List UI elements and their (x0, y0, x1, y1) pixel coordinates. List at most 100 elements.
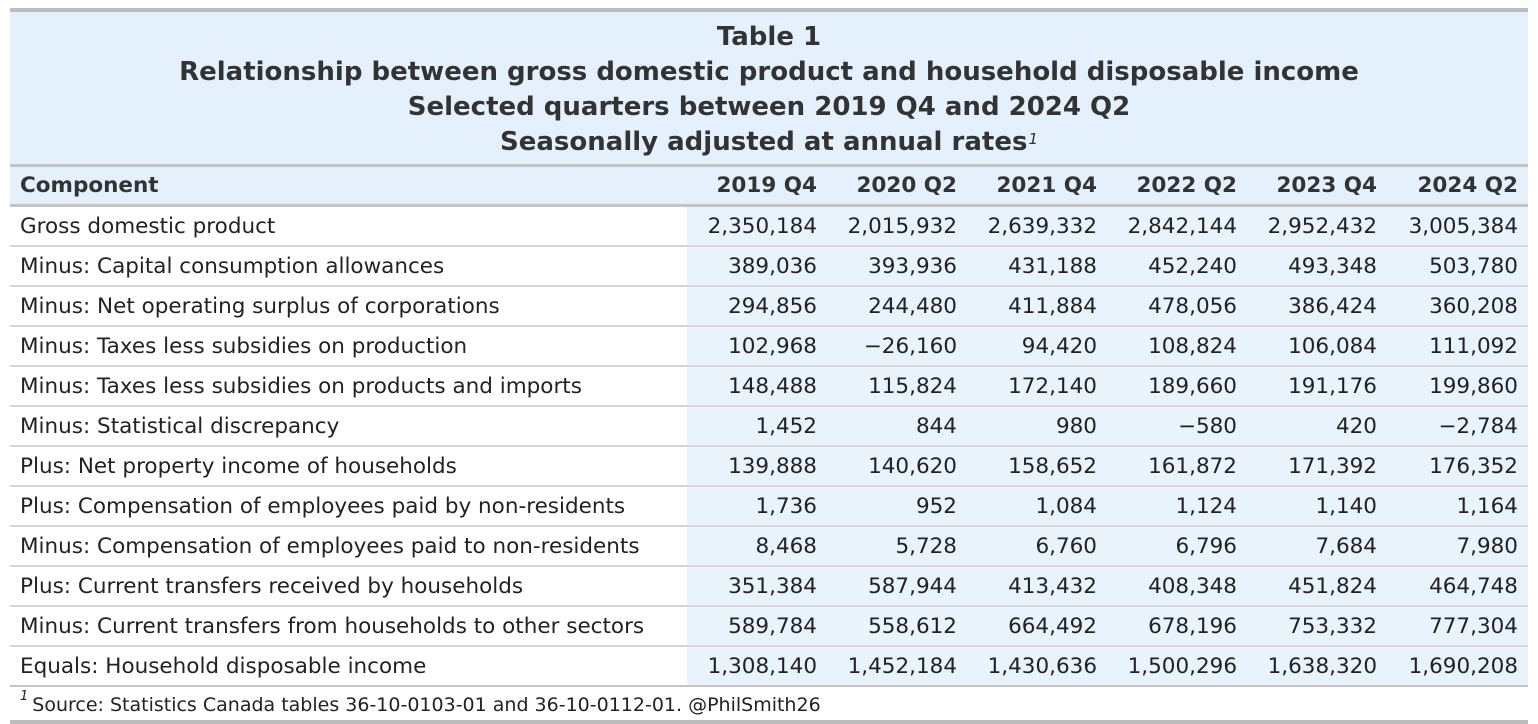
footnote: 1 Source: Statistics Canada tables 36-10-… (10, 687, 1528, 720)
row-label: Plus: Current transfers received by hous… (10, 566, 687, 607)
title-block: Table 1 Relationship between gross domes… (10, 12, 1528, 164)
value-cell: 493,348 (1247, 246, 1387, 287)
row-label: Minus: Net operating surplus of corporat… (10, 286, 687, 327)
value-cell: 3,005,384 (1387, 205, 1528, 247)
value-cell: 464,748 (1387, 566, 1528, 607)
value-cell: 452,240 (1107, 246, 1247, 287)
table-row: Equals: Household disposable income 1,308… (10, 646, 1528, 687)
value-cell: −26,160 (827, 326, 967, 367)
table-frame: Table 1 Relationship between gross domes… (10, 8, 1528, 724)
column-header-period: 2019 Q4 (687, 167, 827, 207)
table-row: Minus: Statistical discrepancy 1,452 844 98… (10, 406, 1528, 447)
value-cell: 360,208 (1387, 286, 1528, 327)
value-cell: 478,056 (1107, 286, 1247, 327)
value-cell: 589,784 (687, 606, 827, 647)
value-cell: 408,348 (1107, 566, 1247, 607)
value-cell: 393,936 (827, 246, 967, 287)
data-table: Component 2019 Q4 2020 Q2 2021 Q4 2022 Q2 202… (10, 167, 1528, 687)
value-cell: 111,092 (1387, 326, 1528, 367)
value-cell: 106,084 (1247, 326, 1387, 367)
value-cell: 191,176 (1247, 366, 1387, 407)
row-label: Plus: Compensation of employees paid by … (10, 486, 687, 527)
value-cell: −2,784 (1387, 406, 1528, 447)
value-cell: 294,856 (687, 286, 827, 327)
value-cell: 1,430,636 (967, 646, 1107, 687)
value-cell: 587,944 (827, 566, 967, 607)
value-cell: 1,140 (1247, 486, 1387, 527)
value-cell: 420 (1247, 406, 1387, 447)
column-header-period: 2022 Q2 (1107, 167, 1247, 207)
top-rule (10, 8, 1528, 12)
value-cell: −580 (1107, 406, 1247, 447)
value-cell: 140,620 (827, 446, 967, 487)
column-header-period: 2020 Q2 (827, 167, 967, 207)
value-cell: 199,860 (1387, 366, 1528, 407)
column-header-period: 2023 Q4 (1247, 167, 1387, 207)
value-cell: 108,824 (1107, 326, 1247, 367)
table-row: Minus: Taxes less subsidies on products … (10, 366, 1528, 407)
value-cell: 244,480 (827, 286, 967, 327)
table-title: Relationship between gross domestic prod… (179, 57, 1359, 87)
row-label: Gross domestic product (10, 205, 687, 247)
bottom-rule (10, 720, 1528, 724)
adjustment-text: Seasonally adjusted at annual rates (500, 127, 1028, 157)
value-cell: 351,384 (687, 566, 827, 607)
table-header: Component 2019 Q4 2020 Q2 2021 Q4 2022 Q2 202… (10, 167, 1528, 207)
value-cell: 189,660 (1107, 366, 1247, 407)
row-label: Plus: Net property income of households (10, 446, 687, 487)
value-cell: 431,188 (967, 246, 1107, 287)
value-cell: 1,452 (687, 406, 827, 447)
value-cell: 6,760 (967, 526, 1107, 567)
column-header-period: 2021 Q4 (967, 167, 1107, 207)
row-label: Equals: Household disposable income (10, 646, 687, 687)
table-row: Minus: Net operating surplus of corporat… (10, 286, 1528, 327)
table-row: Minus: Current transfers from households… (10, 606, 1528, 647)
value-cell: 413,432 (967, 566, 1107, 607)
footnote-text: Source: Statistics Canada tables 36-10-0… (32, 694, 821, 716)
value-cell: 558,612 (827, 606, 967, 647)
value-cell: 952 (827, 486, 967, 527)
value-cell: 1,736 (687, 486, 827, 527)
value-cell: 2,015,932 (827, 205, 967, 247)
value-cell: 102,968 (687, 326, 827, 367)
value-cell: 176,352 (1387, 446, 1528, 487)
value-cell: 1,084 (967, 486, 1107, 527)
table-row: Plus: Net property income of households 1… (10, 446, 1528, 487)
value-cell: 158,652 (967, 446, 1107, 487)
value-cell: 411,884 (967, 286, 1107, 327)
row-label: Minus: Capital consumption allowances (10, 246, 687, 287)
value-cell: 115,824 (827, 366, 967, 407)
value-cell: 8,468 (687, 526, 827, 567)
value-cell: 161,872 (1107, 446, 1247, 487)
value-cell: 503,780 (1387, 246, 1528, 287)
footnote-marker: 1 (1028, 130, 1038, 148)
value-cell: 7,684 (1247, 526, 1387, 567)
table-row: Minus: Capital consumption allowances 389… (10, 246, 1528, 287)
table-row: Plus: Compensation of employees paid by … (10, 486, 1528, 527)
row-label: Minus: Statistical discrepancy (10, 406, 687, 447)
value-cell: 386,424 (1247, 286, 1387, 327)
value-cell: 389,036 (687, 246, 827, 287)
table-body: Gross domestic product 2,350,184 2,015,932… (10, 205, 1528, 687)
table-row: Minus: Taxes less subsidies on productio… (10, 326, 1528, 367)
table-subtitle-period: Selected quarters between 2019 Q4 and 20… (407, 92, 1131, 122)
value-cell: 94,420 (967, 326, 1107, 367)
value-cell: 1,308,140 (687, 646, 827, 687)
value-cell: 148,488 (687, 366, 827, 407)
value-cell: 2,952,432 (1247, 205, 1387, 247)
value-cell: 2,350,184 (687, 205, 827, 247)
value-cell: 139,888 (687, 446, 827, 487)
value-cell: 980 (967, 406, 1107, 447)
value-cell: 1,690,208 (1387, 646, 1528, 687)
table-number: Table 1 (716, 22, 822, 52)
value-cell: 172,140 (967, 366, 1107, 407)
value-cell: 664,492 (967, 606, 1107, 647)
value-cell: 777,304 (1387, 606, 1528, 647)
row-label: Minus: Taxes less subsidies on products … (10, 366, 687, 407)
footnote-marker-source: 1 (20, 689, 29, 704)
table-subtitle-adjustment: Seasonally adjusted at annual rates1 (10, 125, 1528, 160)
row-label: Minus: Current transfers from households… (10, 606, 687, 647)
value-cell: 5,728 (827, 526, 967, 567)
value-cell: 1,638,320 (1247, 646, 1387, 687)
header-row: Component 2019 Q4 2020 Q2 2021 Q4 2022 Q2 202… (10, 167, 1528, 207)
